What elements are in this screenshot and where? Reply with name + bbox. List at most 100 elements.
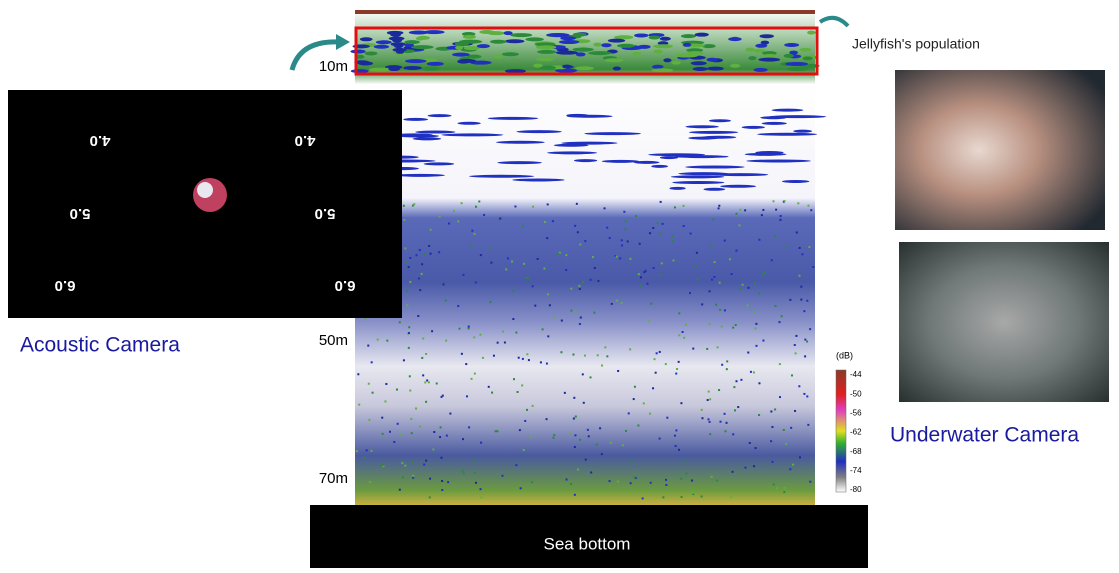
echo-speck [552,220,554,222]
scale-label: -62 [850,428,862,437]
echo-blob [759,34,773,38]
echo-speck [577,469,579,471]
echo-speck [630,482,632,484]
echo-speck [812,266,814,268]
echo-speck [371,361,373,363]
depth-label: 50m [319,332,348,349]
echo-blob [728,37,742,41]
echo-speck [422,374,424,376]
echo-speck [764,272,766,274]
echo-blob [505,69,526,73]
echo-blob [763,54,777,58]
echo-speck [733,386,735,388]
echo-speck [404,247,406,249]
echo-speck [662,496,664,498]
echo-blob [730,64,740,68]
echo-speck [513,290,515,292]
echo-speck [721,364,723,366]
echo-speck [489,247,491,249]
echo-blob [360,37,373,41]
echo-speck [678,312,680,314]
echo-speck [462,438,464,440]
echo-speck [483,214,485,216]
echo-speck [719,282,721,284]
echo-blob [707,67,724,71]
echo-speck [712,218,714,220]
echo-blob [653,50,662,54]
echo-speck [678,449,680,451]
echo-speck [544,221,546,223]
sea-bottom-label: Sea bottom [544,534,631,553]
echo-streak [686,125,719,128]
echo-blob [376,40,392,44]
echo-speck [431,330,433,332]
echo-speck [429,478,431,480]
echo-speck [708,391,710,393]
echo-speck [389,431,391,433]
scale-unit: (dB) [836,350,853,360]
echo-speck [755,327,757,329]
echo-blob [479,30,494,34]
echo-speck [649,413,651,415]
echo-speck [519,429,521,431]
echo-speck [474,373,476,375]
echo-blob [427,62,444,66]
echo-speck [724,413,726,415]
echo-speck [441,489,443,491]
scale-label: -80 [850,485,862,494]
echo-blob [404,40,420,44]
echo-speck [593,312,595,314]
echo-speck [547,293,549,295]
echo-speck [543,268,545,270]
echo-speck [657,222,659,224]
echo-speck [546,418,548,420]
echo-speck [512,318,514,320]
echo-speck [425,353,427,355]
echo-speck [744,209,746,211]
echo-speck [417,315,419,317]
echo-blob [409,31,429,35]
echo-speck [532,405,534,407]
echo-speck [685,324,687,326]
echo-speck [406,290,408,292]
echo-blob [421,67,439,71]
echo-speck [786,245,788,247]
echo-speck [803,310,805,312]
echo-speck [792,464,794,466]
echo-speck [619,257,621,259]
echo-speck [701,409,703,411]
echo-blob [802,56,812,60]
echo-speck [412,477,414,479]
echo-blob [403,66,422,70]
echo-speck [409,375,411,377]
echo-speck [783,200,785,202]
echo-speck [726,422,728,424]
echo-speck [660,274,662,276]
echo-speck [584,355,586,357]
echo-speck [443,283,445,285]
echo-speck [789,468,791,470]
echo-speck [675,429,677,431]
echo-speck [592,256,594,258]
echo-streak [745,153,787,156]
echo-speck [675,445,677,447]
echo-speck [806,300,808,302]
echo-streak [757,133,817,136]
echo-speck [761,274,763,276]
echo-speck [625,220,627,222]
echo-speck [580,317,582,319]
echo-speck [638,273,640,275]
echo-speck [625,430,627,432]
echo-speck [661,262,663,264]
echo-blob [452,53,470,57]
echo-speck [583,402,585,404]
echo-speck [685,473,687,475]
echo-speck [419,249,421,251]
echo-speck [496,430,498,432]
echo-speck [732,327,734,329]
echo-speck [574,494,576,496]
echo-blob [638,45,651,49]
echo-speck [570,310,572,312]
echo-speck [747,304,749,306]
echo-speck [753,465,755,467]
